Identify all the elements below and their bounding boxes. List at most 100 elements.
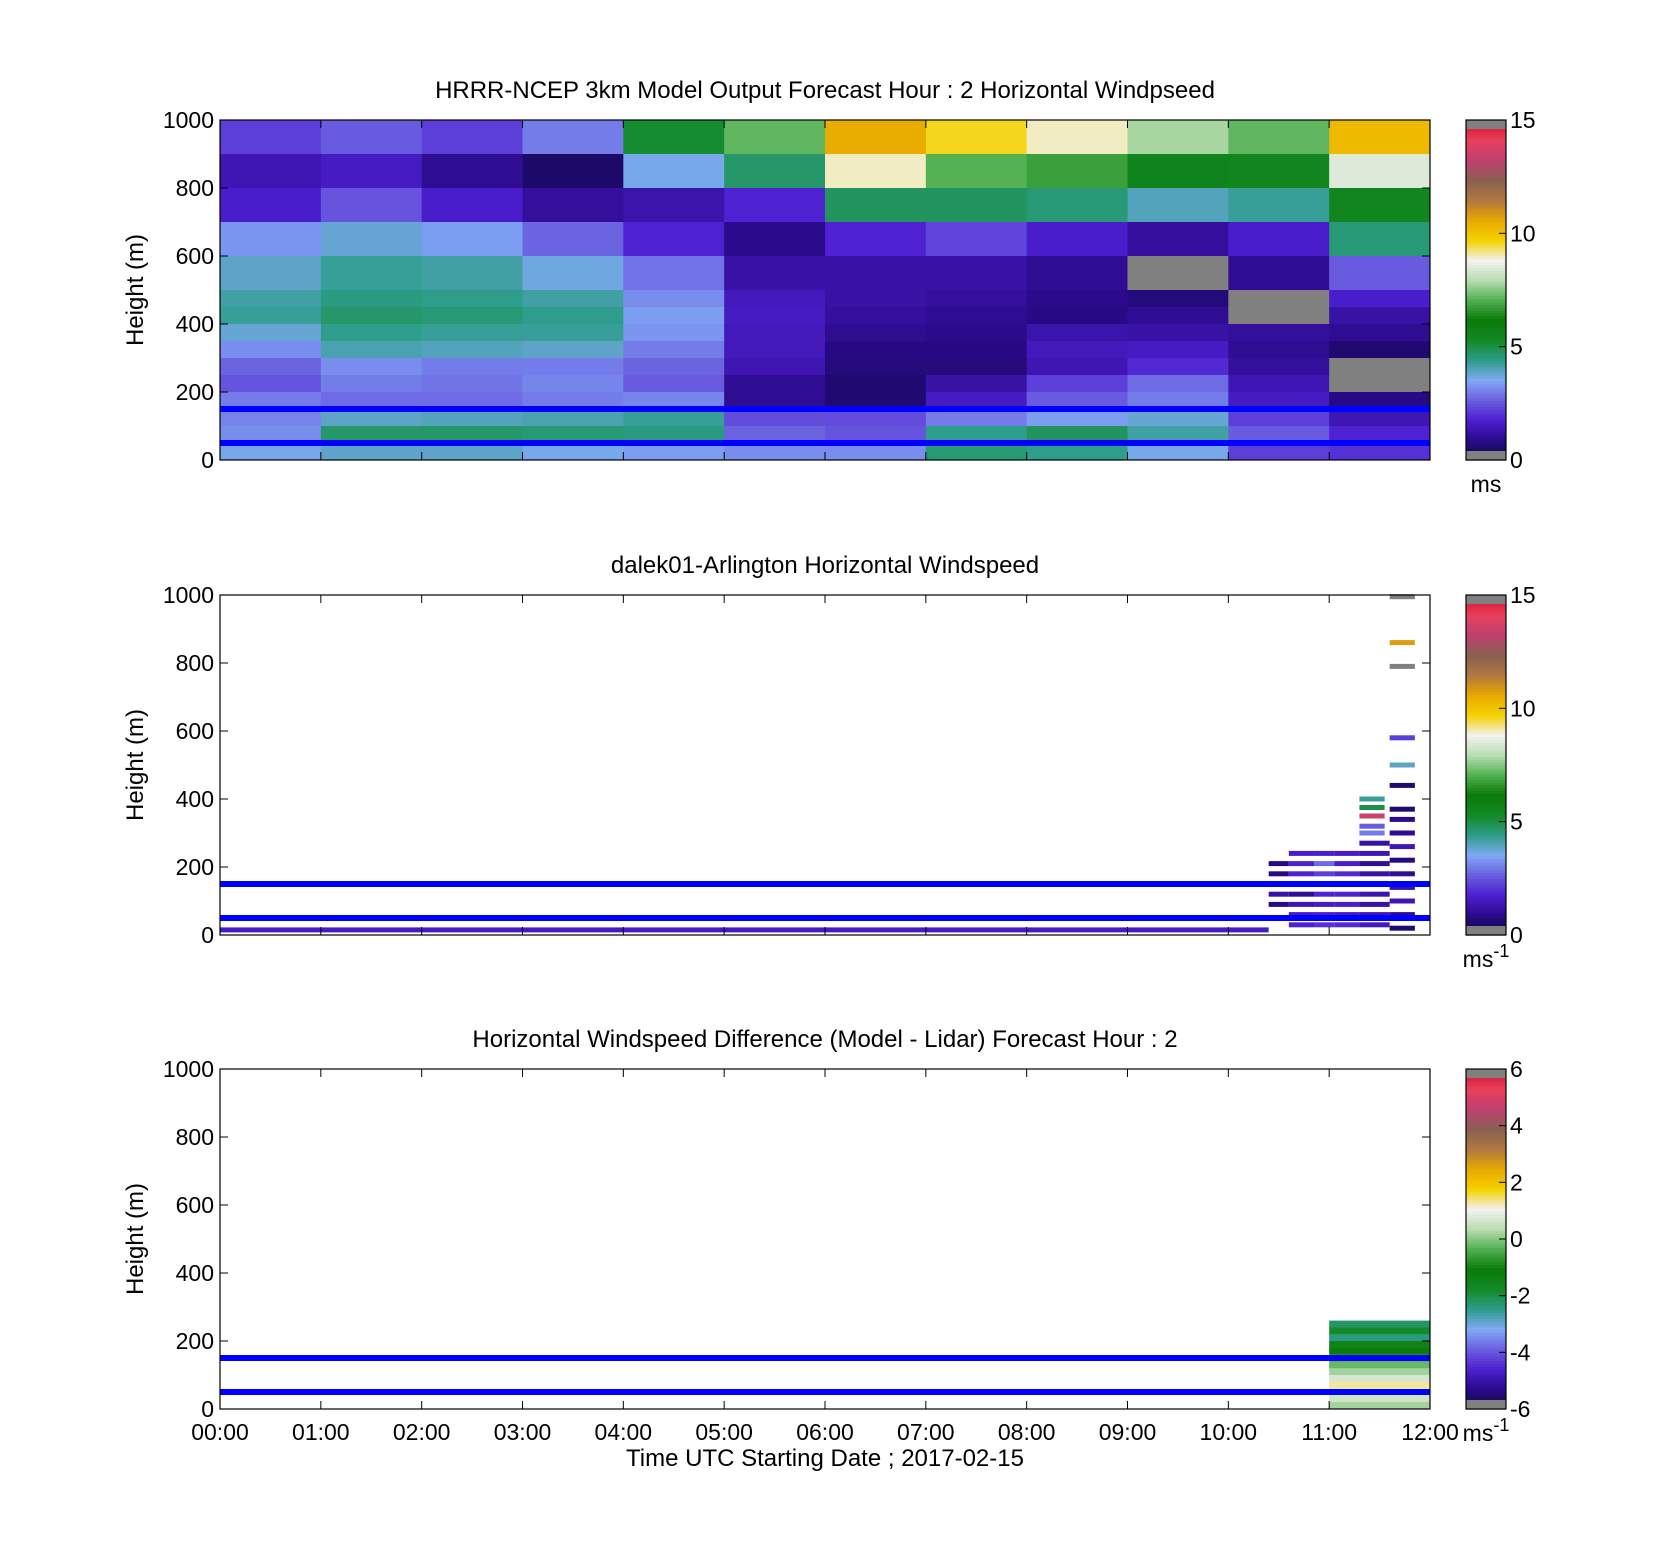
colorbar-swatch [1466,612,1506,616]
colorbar-swatch [1466,1156,1506,1161]
colorbar-swatch [1466,668,1506,673]
x-axis-label: Time UTC Starting Date ; 2017-02-15 [626,1445,1024,1472]
colorbar-swatch [1466,219,1506,223]
heatmap-cell [825,426,927,444]
colorbar-tick-label: 15 [1510,107,1536,133]
colorbar-swatch [1466,674,1506,678]
colorbar-swatch [1466,224,1506,229]
colorbar-unit: ms [1471,471,1502,497]
colorbar-swatch [1466,906,1506,911]
colorbar-swatch [1466,1389,1506,1393]
heatmap-cell [825,375,927,393]
y-tick-label: 1000 [163,582,214,608]
colorbar-swatch [1466,1273,1506,1277]
heatmap-cell [1329,222,1431,257]
colorbar-swatch [1466,1105,1506,1110]
lidar-segment [1389,594,1415,600]
colorbar-swatch [1466,304,1506,308]
colorbar-swatch [1466,1069,1506,1078]
colorbar-swatch [1466,1154,1506,1158]
heatmap-cell [1329,392,1431,410]
colorbar-swatch [1466,284,1506,288]
heatmap-cell [1228,426,1330,444]
colorbar-swatch [1466,688,1506,692]
colorbar-swatch [1466,165,1506,169]
colorbar-swatch [1466,1131,1506,1135]
heatmap-cell [421,120,523,155]
heatmap-cell [421,222,523,257]
colorbar-swatch [1466,694,1506,698]
heatmap-cell [1228,358,1330,376]
lidar-segment [1359,871,1390,877]
colorbar-swatch [1466,1284,1506,1288]
colorbar-frame [1465,119,1507,461]
lidar-segment [1389,871,1415,877]
heatmap-cell [1127,324,1229,342]
colorbar-swatch [1466,137,1506,141]
heatmap-cell [1026,256,1128,291]
heatmap-cell [220,409,322,427]
colorbar-swatch [1466,1267,1506,1271]
colorbar-unit: ms-1 [1463,1415,1510,1446]
lidar-segment [1334,891,1360,897]
colorbar-swatch [1466,614,1506,619]
colorbar-swatch [1466,617,1506,622]
heatmap-cell [1127,426,1229,444]
colorbar-swatch [1466,131,1506,135]
colorbar-swatch [1466,813,1506,817]
lidar-segment [1334,912,1360,918]
y-axis-label: Height (m) [122,709,149,821]
heatmap-cell [724,324,826,342]
heatmap-cell [522,188,624,223]
colorbar-swatch [1466,176,1506,181]
colorbar-swatch [1466,1312,1506,1317]
colorbar-swatch [1466,716,1506,721]
lidar-segment [1389,844,1415,850]
colorbar-swatch [1466,606,1506,610]
heatmap-cell [320,409,423,427]
colorbar-swatch [1466,1383,1506,1387]
x-tick-label: 06:00 [796,1419,854,1445]
x-tick-label: 05:00 [695,1419,753,1445]
heatmap-cell [825,443,927,461]
colorbar-swatch [1466,835,1506,840]
lidar-segment [1359,796,1385,802]
colorbar-swatch [1466,1290,1506,1294]
colorbar-swatch [1466,1247,1506,1251]
x-tick-label: 08:00 [998,1419,1056,1445]
colorbar-swatch [1466,1088,1506,1093]
colorbar-swatch [1466,779,1506,783]
panel-2: dalek01-Arlington Horizontal Windspeed 0 2… [122,552,1536,972]
lidar-segment [1389,884,1415,890]
heatmap-cell [220,188,322,223]
colorbar-unit-exponent: -1 [1493,1415,1509,1435]
heatmap-cell [1329,1341,1430,1349]
colorbar-swatch [1466,222,1506,226]
colorbar-swatch [1466,708,1506,712]
heatmap-cell [1329,1381,1430,1390]
colorbar-swatch [1466,889,1506,894]
heatmap-cell [421,392,523,410]
colorbar-tick-label: 0 [1510,447,1523,473]
heatmap-cell [925,154,1028,189]
colorbar-swatch [1466,281,1506,285]
heatmap-cell [925,358,1028,376]
colorbar-swatch [1466,171,1506,175]
colorbar-swatch [1466,250,1506,254]
heatmap-cell [623,222,725,257]
colorbar-swatch [1466,793,1506,797]
heatmap-cell [1329,324,1431,342]
colorbar-swatch [1466,646,1506,650]
heatmap-cell [925,256,1028,291]
colorbar-swatch [1466,403,1506,407]
heatmap-cell [623,358,725,376]
colorbar-swatch [1466,1372,1506,1376]
heatmap-cell [724,222,826,257]
heatmap-cell [1127,341,1229,359]
heatmap-cell [220,154,322,189]
x-tick-label: 07:00 [897,1419,955,1445]
heatmap-cell [724,375,826,393]
colorbar-swatch [1466,392,1506,396]
heatmap-cell [1026,375,1128,393]
